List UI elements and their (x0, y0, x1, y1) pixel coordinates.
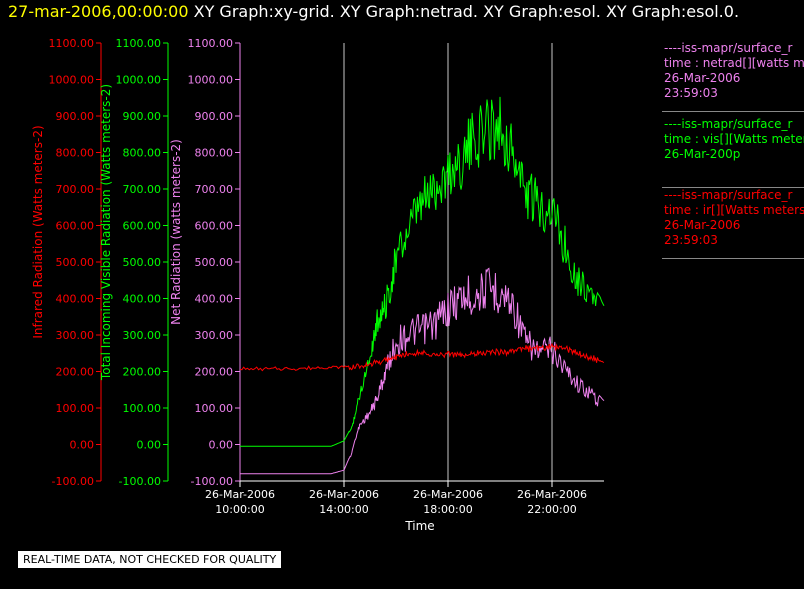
y-tick-label: 800.00 (123, 147, 162, 160)
legend-entry: ----iss-mapr/surface_r time : vis[][Watts… (664, 117, 804, 177)
y-tick-label: 100.00 (56, 402, 95, 415)
y-tick-label: -100.00 (52, 475, 94, 488)
y-tick-label: 200.00 (56, 366, 95, 379)
y-tick-label: 200.00 (195, 366, 234, 379)
y-tick-label: 600.00 (123, 220, 162, 233)
legend-text: time : ir[][Watts meters (664, 203, 804, 217)
y-axis-label: Infrared Radiation (Watts meters-2) (31, 125, 45, 338)
legend-text: 26-Mar-2006 (664, 218, 741, 232)
legend-text: 26-Mar-2006 (664, 71, 741, 85)
y-tick-label: 1000.00 (188, 74, 234, 87)
x-tick-date: 26-Mar-2006 (413, 488, 483, 501)
quality-note: REAL-TIME DATA, NOT CHECKED FOR QUALITY (18, 551, 282, 568)
legend-text: ----iss-mapr/surface_r (664, 41, 793, 55)
x-tick-time: 10:00:00 (215, 503, 264, 516)
y-tick-label: 400.00 (123, 293, 162, 306)
header-date: 27-mar-2006,00:00:00 (8, 2, 189, 21)
y-tick-label: 600.00 (56, 220, 95, 233)
y-tick-label: 1100.00 (49, 37, 95, 50)
legend-separator (662, 258, 804, 259)
y-tick-label: 200.00 (123, 366, 162, 379)
x-tick-time: 14:00:00 (319, 503, 368, 516)
y-tick-label: 1100.00 (188, 37, 234, 50)
y-tick-label: 700.00 (56, 183, 95, 196)
legend-text: 23:59:03 (664, 86, 718, 100)
y-tick-label: 100.00 (123, 402, 162, 415)
header-graph-list: XY Graph:xy-grid. XY Graph:netrad. XY Gr… (193, 2, 740, 21)
y-tick-label: 1000.00 (116, 74, 162, 87)
y-tick-label: 0.00 (70, 439, 95, 452)
legend-text: ----iss-mapr/surface_r (664, 188, 793, 202)
y-tick-label: 700.00 (195, 183, 234, 196)
header-title: 27-mar-2006,00:00:00 XY Graph:xy-grid. X… (8, 2, 739, 21)
y-tick-label: 900.00 (123, 110, 162, 123)
y-axis-label: Total Incoming Visible Radiation (Watts … (99, 84, 113, 381)
y-tick-label: 500.00 (56, 256, 95, 269)
legend-text: time : netrad[][watts m (664, 56, 804, 70)
y-tick-label: 1100.00 (116, 37, 162, 50)
y-tick-label: -100.00 (191, 475, 233, 488)
legend-entry: ----iss-mapr/surface_r time : ir[][Watts … (664, 188, 804, 248)
legend-separator (662, 187, 804, 188)
y-tick-label: 300.00 (56, 329, 95, 342)
legend-text: 26-Mar-200p (664, 147, 741, 161)
series-line-netrad (239, 267, 605, 475)
y-tick-label: 600.00 (195, 220, 234, 233)
y-tick-label: 700.00 (123, 183, 162, 196)
legend-text (664, 162, 804, 177)
y-tick-label: -100.00 (119, 475, 161, 488)
y-tick-label: 900.00 (56, 110, 95, 123)
y-tick-label: 300.00 (123, 329, 162, 342)
y-tick-label: 300.00 (195, 329, 234, 342)
series-line-ir (239, 342, 605, 372)
x-tick-time: 18:00:00 (423, 503, 472, 516)
legend-text: ----iss-mapr/surface_r (664, 117, 793, 131)
y-tick-label: 100.00 (195, 402, 234, 415)
y-tick-label: 500.00 (123, 256, 162, 269)
y-tick-label: 0.00 (209, 439, 234, 452)
y-tick-label: 800.00 (56, 147, 95, 160)
legend-text: 23:59:03 (664, 233, 718, 247)
y-axis-label: Net Radiation (watts meters-2) (169, 139, 183, 325)
legend-text: time : vis[][Watts meter (664, 132, 804, 146)
x-tick-time: 22:00:00 (527, 503, 576, 516)
y-tick-label: 400.00 (56, 293, 95, 306)
legend-entry: ----iss-mapr/surface_r time : netrad[][wa… (664, 41, 804, 101)
y-tick-label: 900.00 (195, 110, 234, 123)
y-tick-label: 400.00 (195, 293, 234, 306)
y-tick-label: 800.00 (195, 147, 234, 160)
x-tick-date: 26-Mar-2006 (205, 488, 275, 501)
x-axis-label: Time (404, 519, 434, 533)
y-tick-label: 0.00 (137, 439, 162, 452)
x-tick-date: 26-Mar-2006 (309, 488, 379, 501)
x-tick-date: 26-Mar-2006 (517, 488, 587, 501)
y-tick-label: 1000.00 (49, 74, 95, 87)
legend-separator (662, 111, 804, 112)
y-tick-label: 500.00 (195, 256, 234, 269)
series-line-vis (240, 96, 605, 447)
